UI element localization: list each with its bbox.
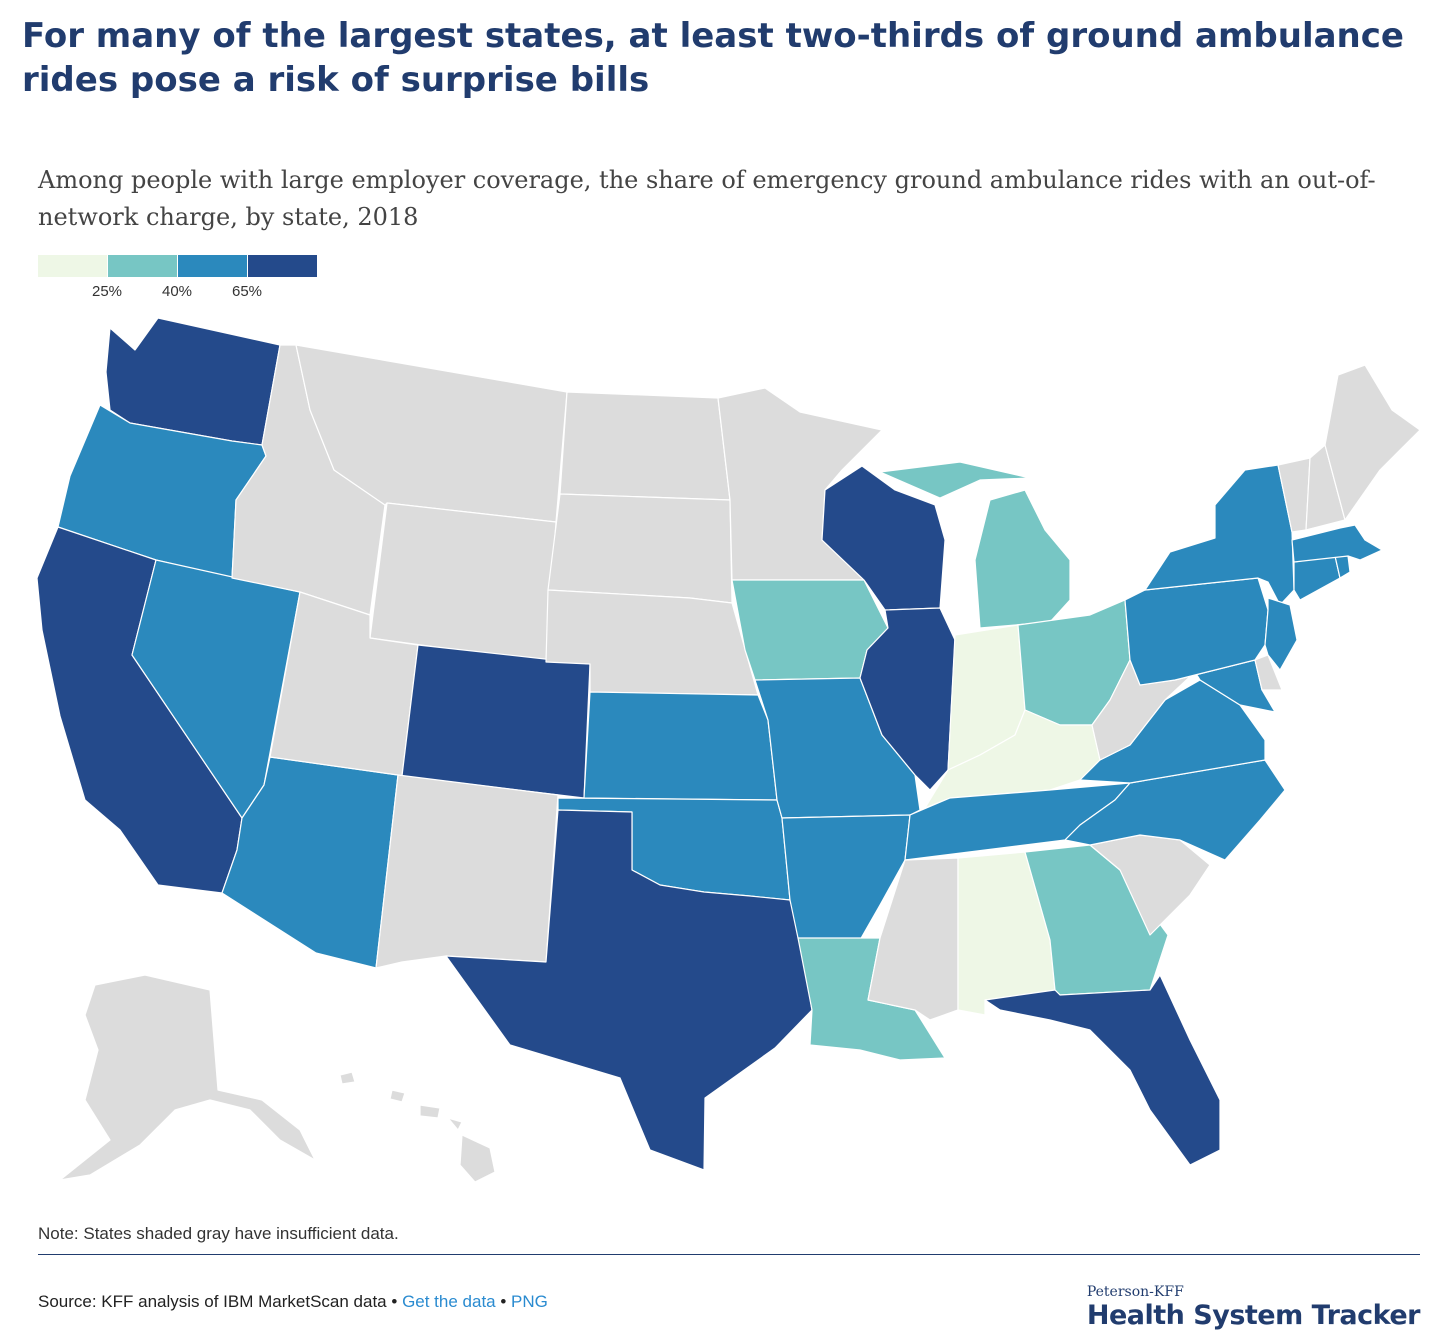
state-MA[interactable] [1291,524,1383,563]
state-SD[interactable] [547,493,733,604]
brand-logo: Peterson-KFF Health System Tracker [1086,1284,1421,1332]
state-WI[interactable] [821,465,946,611]
legend-swatch-2 [108,255,177,277]
state-WY[interactable] [369,502,557,663]
legend-swatch-1 [38,255,107,277]
legend-tick-40: 40% [161,283,193,300]
state-TX[interactable] [445,809,813,1171]
chart-subtitle: Among people with large employer coverag… [38,166,1376,231]
legend-swatch-4 [248,255,317,277]
legend-tick-25: 25% [91,283,123,300]
brand-logo-bottom: Health System Tracker [1086,1300,1421,1331]
state-CO[interactable] [401,644,591,799]
source-text: Source: KFF analysis of IBM MarketScan d… [38,1292,387,1311]
state-KS[interactable] [583,691,778,801]
color-legend: 25% 40% 65% [38,255,318,305]
state-NC[interactable] [1064,759,1286,861]
footer-divider [38,1254,1420,1255]
chart-title: For many of the largest states, at least… [22,16,1404,100]
state-ND[interactable] [559,391,731,501]
state-NM[interactable] [375,774,559,969]
state-HI[interactable] [339,1071,496,1183]
state-ME[interactable] [1324,364,1421,521]
png-link[interactable]: PNG [511,1292,548,1311]
state-CT[interactable] [1293,555,1341,601]
state-MI[interactable] [879,461,1071,629]
state-FL[interactable] [984,974,1221,1166]
state-NJ[interactable] [1264,597,1298,671]
state-IL[interactable] [859,607,956,791]
source-line: Source: KFF analysis of IBM MarketScan d… [38,1292,548,1312]
footnote: Note: States shaded gray have insufficie… [38,1224,399,1243]
legend-tick-65: 65% [231,283,263,300]
separator-dot: • [495,1292,512,1311]
legend-swatch-3 [178,255,247,277]
get-data-link[interactable]: Get the data [402,1292,496,1311]
state-DE[interactable] [1254,654,1283,691]
separator-dot: • [386,1292,403,1311]
brand-logo-top: Peterson-KFF [1086,1284,1184,1300]
state-AK[interactable] [59,974,316,1181]
us-choropleth-map [36,317,1421,1183]
